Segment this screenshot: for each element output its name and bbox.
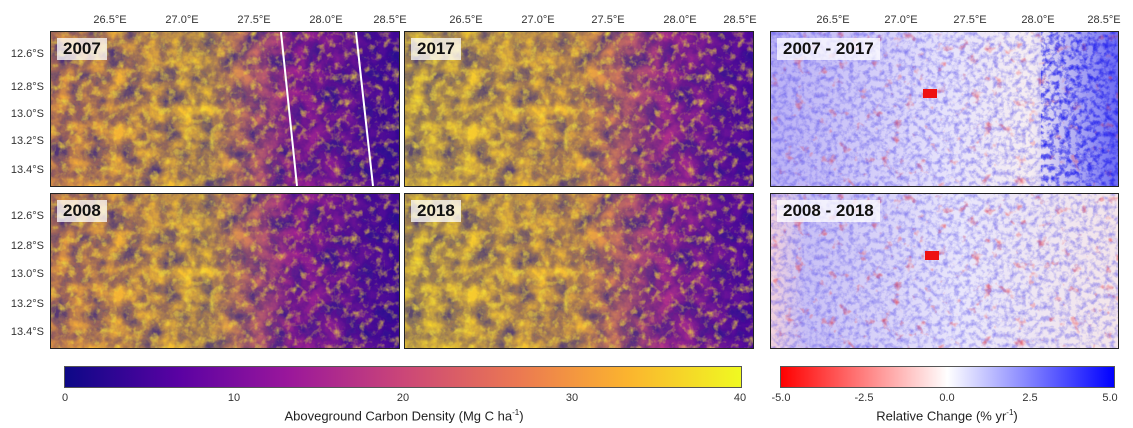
change-colorbar-tick: 2.5 bbox=[1022, 392, 1038, 404]
panel-label: 2018 bbox=[411, 200, 461, 222]
density-map-2008 bbox=[51, 194, 399, 348]
panel-label: 2008 - 2018 bbox=[777, 200, 880, 222]
density-colorbar-tick: 0 bbox=[61, 392, 69, 404]
lat-tick: 12.8°S bbox=[10, 81, 44, 93]
lon-tick: 26.5°E bbox=[816, 14, 850, 26]
lat-tick: 13.0°S bbox=[10, 108, 44, 120]
density-colorbar-tick: 30 bbox=[565, 392, 579, 404]
lon-tick: 28.0°E bbox=[1021, 14, 1055, 26]
lon-tick: 27.5°E bbox=[237, 14, 271, 26]
map-panel-2017: 2017 bbox=[404, 31, 754, 187]
lon-tick: 28.5°E bbox=[373, 14, 407, 26]
lat-tick: 12.6°S bbox=[10, 48, 44, 60]
lon-tick: 28.0°E bbox=[309, 14, 343, 26]
lon-tick: 27.0°E bbox=[521, 14, 555, 26]
panel-label: 2007 - 2017 bbox=[777, 38, 880, 60]
lat-tick: 13.4°S bbox=[10, 164, 44, 176]
lon-tick: 27.5°E bbox=[591, 14, 625, 26]
lat-tick: 13.2°S bbox=[10, 135, 44, 147]
lat-tick: 13.2°S bbox=[10, 298, 44, 310]
density-map-2007 bbox=[51, 32, 399, 186]
lon-tick: 27.0°E bbox=[884, 14, 918, 26]
change-colorbar-tick: -2.5 bbox=[854, 392, 874, 404]
change-colorbar-tick: 5.0 bbox=[1102, 392, 1118, 404]
density-colorbar bbox=[64, 366, 742, 388]
change-colorbar-title: Relative Change (% yr-1) bbox=[876, 408, 1018, 424]
density-colorbar-gradient bbox=[65, 367, 741, 387]
lon-tick: 26.5°E bbox=[93, 14, 127, 26]
lon-tick: 26.5°E bbox=[449, 14, 483, 26]
panel-label: 2007 bbox=[57, 38, 107, 60]
lon-tick: 28.0°E bbox=[663, 14, 697, 26]
change-colorbar-tick: 0.0 bbox=[939, 392, 955, 404]
map-panel-2008: 2008 bbox=[50, 193, 400, 349]
change-panel-2007-2017: 2007 - 2017 bbox=[770, 31, 1119, 187]
lat-tick: 12.6°S bbox=[10, 210, 44, 222]
lat-tick: 13.0°S bbox=[10, 268, 44, 280]
lat-tick: 12.8°S bbox=[10, 240, 44, 252]
change-map-2007-2017 bbox=[771, 32, 1118, 186]
map-panel-2018: 2018 bbox=[404, 193, 754, 349]
lon-tick: 27.5°E bbox=[953, 14, 987, 26]
lon-tick: 28.5°E bbox=[1087, 14, 1121, 26]
lon-tick: 27.0°E bbox=[165, 14, 199, 26]
change-colorbar-gradient bbox=[781, 367, 1114, 387]
density-colorbar-tick: 40 bbox=[733, 392, 747, 404]
panel-label: 2017 bbox=[411, 38, 461, 60]
panel-label: 2008 bbox=[57, 200, 107, 222]
map-panel-2007: 2007 bbox=[50, 31, 400, 187]
density-colorbar-tick: 10 bbox=[227, 392, 241, 404]
lon-tick: 28.5°E bbox=[723, 14, 757, 26]
change-colorbar bbox=[780, 366, 1115, 388]
change-colorbar-tick: -5.0 bbox=[771, 392, 791, 404]
change-panel-2008-2018: 2008 - 2018 bbox=[770, 193, 1119, 349]
density-colorbar-title: Aboveground Carbon Density (Mg C ha-1) bbox=[284, 408, 524, 424]
density-map-2018 bbox=[405, 194, 753, 348]
density-colorbar-tick: 20 bbox=[396, 392, 410, 404]
lat-tick: 13.4°S bbox=[10, 326, 44, 338]
density-map-2017 bbox=[405, 32, 753, 186]
